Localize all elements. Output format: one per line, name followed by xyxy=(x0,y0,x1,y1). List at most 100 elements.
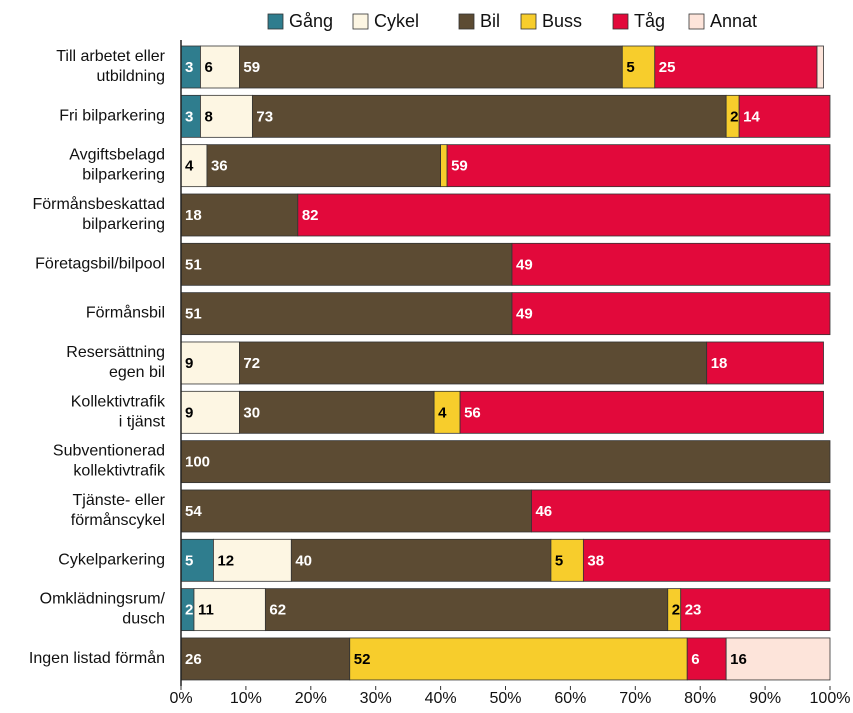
bar-segment xyxy=(180,242,513,286)
legend-label: Bil xyxy=(480,11,500,31)
x-tick-label: 90% xyxy=(749,690,781,707)
value-label: 54 xyxy=(185,503,202,520)
bar-segment xyxy=(193,588,266,632)
bar-segment xyxy=(550,538,584,582)
legend-label: Tåg xyxy=(634,11,665,31)
value-label: 52 xyxy=(354,651,371,668)
value-label: 9 xyxy=(185,355,193,372)
category-label: Förmånsbil xyxy=(86,304,165,322)
value-label: 72 xyxy=(243,355,260,372)
bar-segment xyxy=(180,637,351,681)
value-label: 12 xyxy=(217,552,234,569)
value-label: 18 xyxy=(711,355,728,372)
bar-segment xyxy=(180,292,513,336)
bar-segment xyxy=(349,637,688,681)
bar-segment xyxy=(180,538,214,582)
legend-swatch xyxy=(520,13,537,30)
value-label: 14 xyxy=(743,108,760,125)
value-label: 5 xyxy=(185,552,193,569)
bar-segment xyxy=(686,637,727,681)
legend-swatch xyxy=(612,13,629,30)
x-tick-label: 30% xyxy=(360,690,392,707)
value-label: 2 xyxy=(185,602,193,619)
value-label: 8 xyxy=(204,108,212,125)
x-tick-label: 50% xyxy=(489,690,521,707)
bar-segment xyxy=(446,144,831,188)
legend-swatch xyxy=(352,13,369,30)
category-label: Till arbetet eller utbildning xyxy=(56,48,165,85)
value-label: 26 xyxy=(185,651,202,668)
bar-segment xyxy=(239,390,435,434)
value-label: 9 xyxy=(185,404,193,421)
bar-segment xyxy=(180,390,240,434)
category-label: Företagsbil/bilpool xyxy=(35,256,165,273)
category-label: Förmånsbeskattad bilparkering xyxy=(32,195,165,233)
bar-segment xyxy=(738,94,831,138)
bar-segment xyxy=(239,45,623,89)
bar-segment xyxy=(459,390,824,434)
value-label: 49 xyxy=(516,256,533,273)
category-label: Subventionerad kollektivtrafik xyxy=(53,443,166,480)
bar-segment xyxy=(582,538,831,582)
bar-segment xyxy=(816,45,824,89)
value-label: 59 xyxy=(243,59,260,76)
value-label: 16 xyxy=(730,651,747,668)
value-label: 4 xyxy=(438,404,447,421)
x-tick-label: 60% xyxy=(554,690,586,707)
bar-segment xyxy=(440,144,448,188)
x-tick-label: 80% xyxy=(684,690,716,707)
value-label: 62 xyxy=(269,602,286,619)
value-label: 51 xyxy=(185,306,202,323)
value-label: 30 xyxy=(243,404,260,421)
bar-segment xyxy=(511,242,831,286)
value-label: 73 xyxy=(256,108,273,125)
bar-segment xyxy=(251,94,727,138)
value-label: 11 xyxy=(198,602,214,619)
value-label: 3 xyxy=(185,59,193,76)
legend-label: Buss xyxy=(542,11,582,31)
bar-segment xyxy=(206,144,442,188)
value-label: 40 xyxy=(295,552,312,569)
value-label: 100 xyxy=(185,454,210,471)
value-label: 6 xyxy=(204,59,212,76)
value-label: 38 xyxy=(587,552,604,569)
x-tick-label: 10% xyxy=(230,690,262,707)
legend-swatch xyxy=(267,13,284,30)
category-label: Fri bilparkering xyxy=(59,108,165,125)
x-tick-label: 100% xyxy=(810,690,851,707)
value-label: 46 xyxy=(535,503,552,520)
bar-segment xyxy=(725,637,831,681)
legend-swatch xyxy=(458,13,475,30)
value-label: 2 xyxy=(672,602,680,619)
bar-segment xyxy=(297,193,831,237)
legend-label: Gång xyxy=(289,11,333,31)
legend-label: Cykel xyxy=(374,11,419,31)
category-label: Avgiftsbelagd bilparkering xyxy=(69,147,165,184)
value-label: 49 xyxy=(516,306,533,323)
x-tick-label: 20% xyxy=(295,690,327,707)
value-label: 56 xyxy=(464,404,481,421)
category-label: Tjänste- eller förmånscykel xyxy=(71,492,166,529)
bar-segment xyxy=(213,538,292,582)
category-label: Ingen listad förmån xyxy=(29,649,165,667)
value-label: 25 xyxy=(659,59,676,76)
category-label: Kollektivtrafik i tjänst xyxy=(71,394,166,431)
x-tick-label: 40% xyxy=(425,690,457,707)
legend-label: Annat xyxy=(710,11,757,31)
value-label: 36 xyxy=(211,158,228,175)
value-label: 18 xyxy=(185,207,202,224)
value-label: 5 xyxy=(555,552,563,569)
bar-segment xyxy=(654,45,818,89)
x-tick-label: 70% xyxy=(619,690,651,707)
category-label: Omklädningsrum/dusch xyxy=(40,591,166,628)
bar-segment xyxy=(433,390,461,434)
bar-segment xyxy=(180,489,532,533)
value-label: 82 xyxy=(302,207,319,224)
bar-segment xyxy=(706,341,824,385)
bar-segment xyxy=(511,292,831,336)
bar-segment xyxy=(239,341,708,385)
value-label: 2 xyxy=(730,108,738,125)
x-tick-label: 0% xyxy=(169,690,192,707)
bar-segment xyxy=(531,489,831,533)
